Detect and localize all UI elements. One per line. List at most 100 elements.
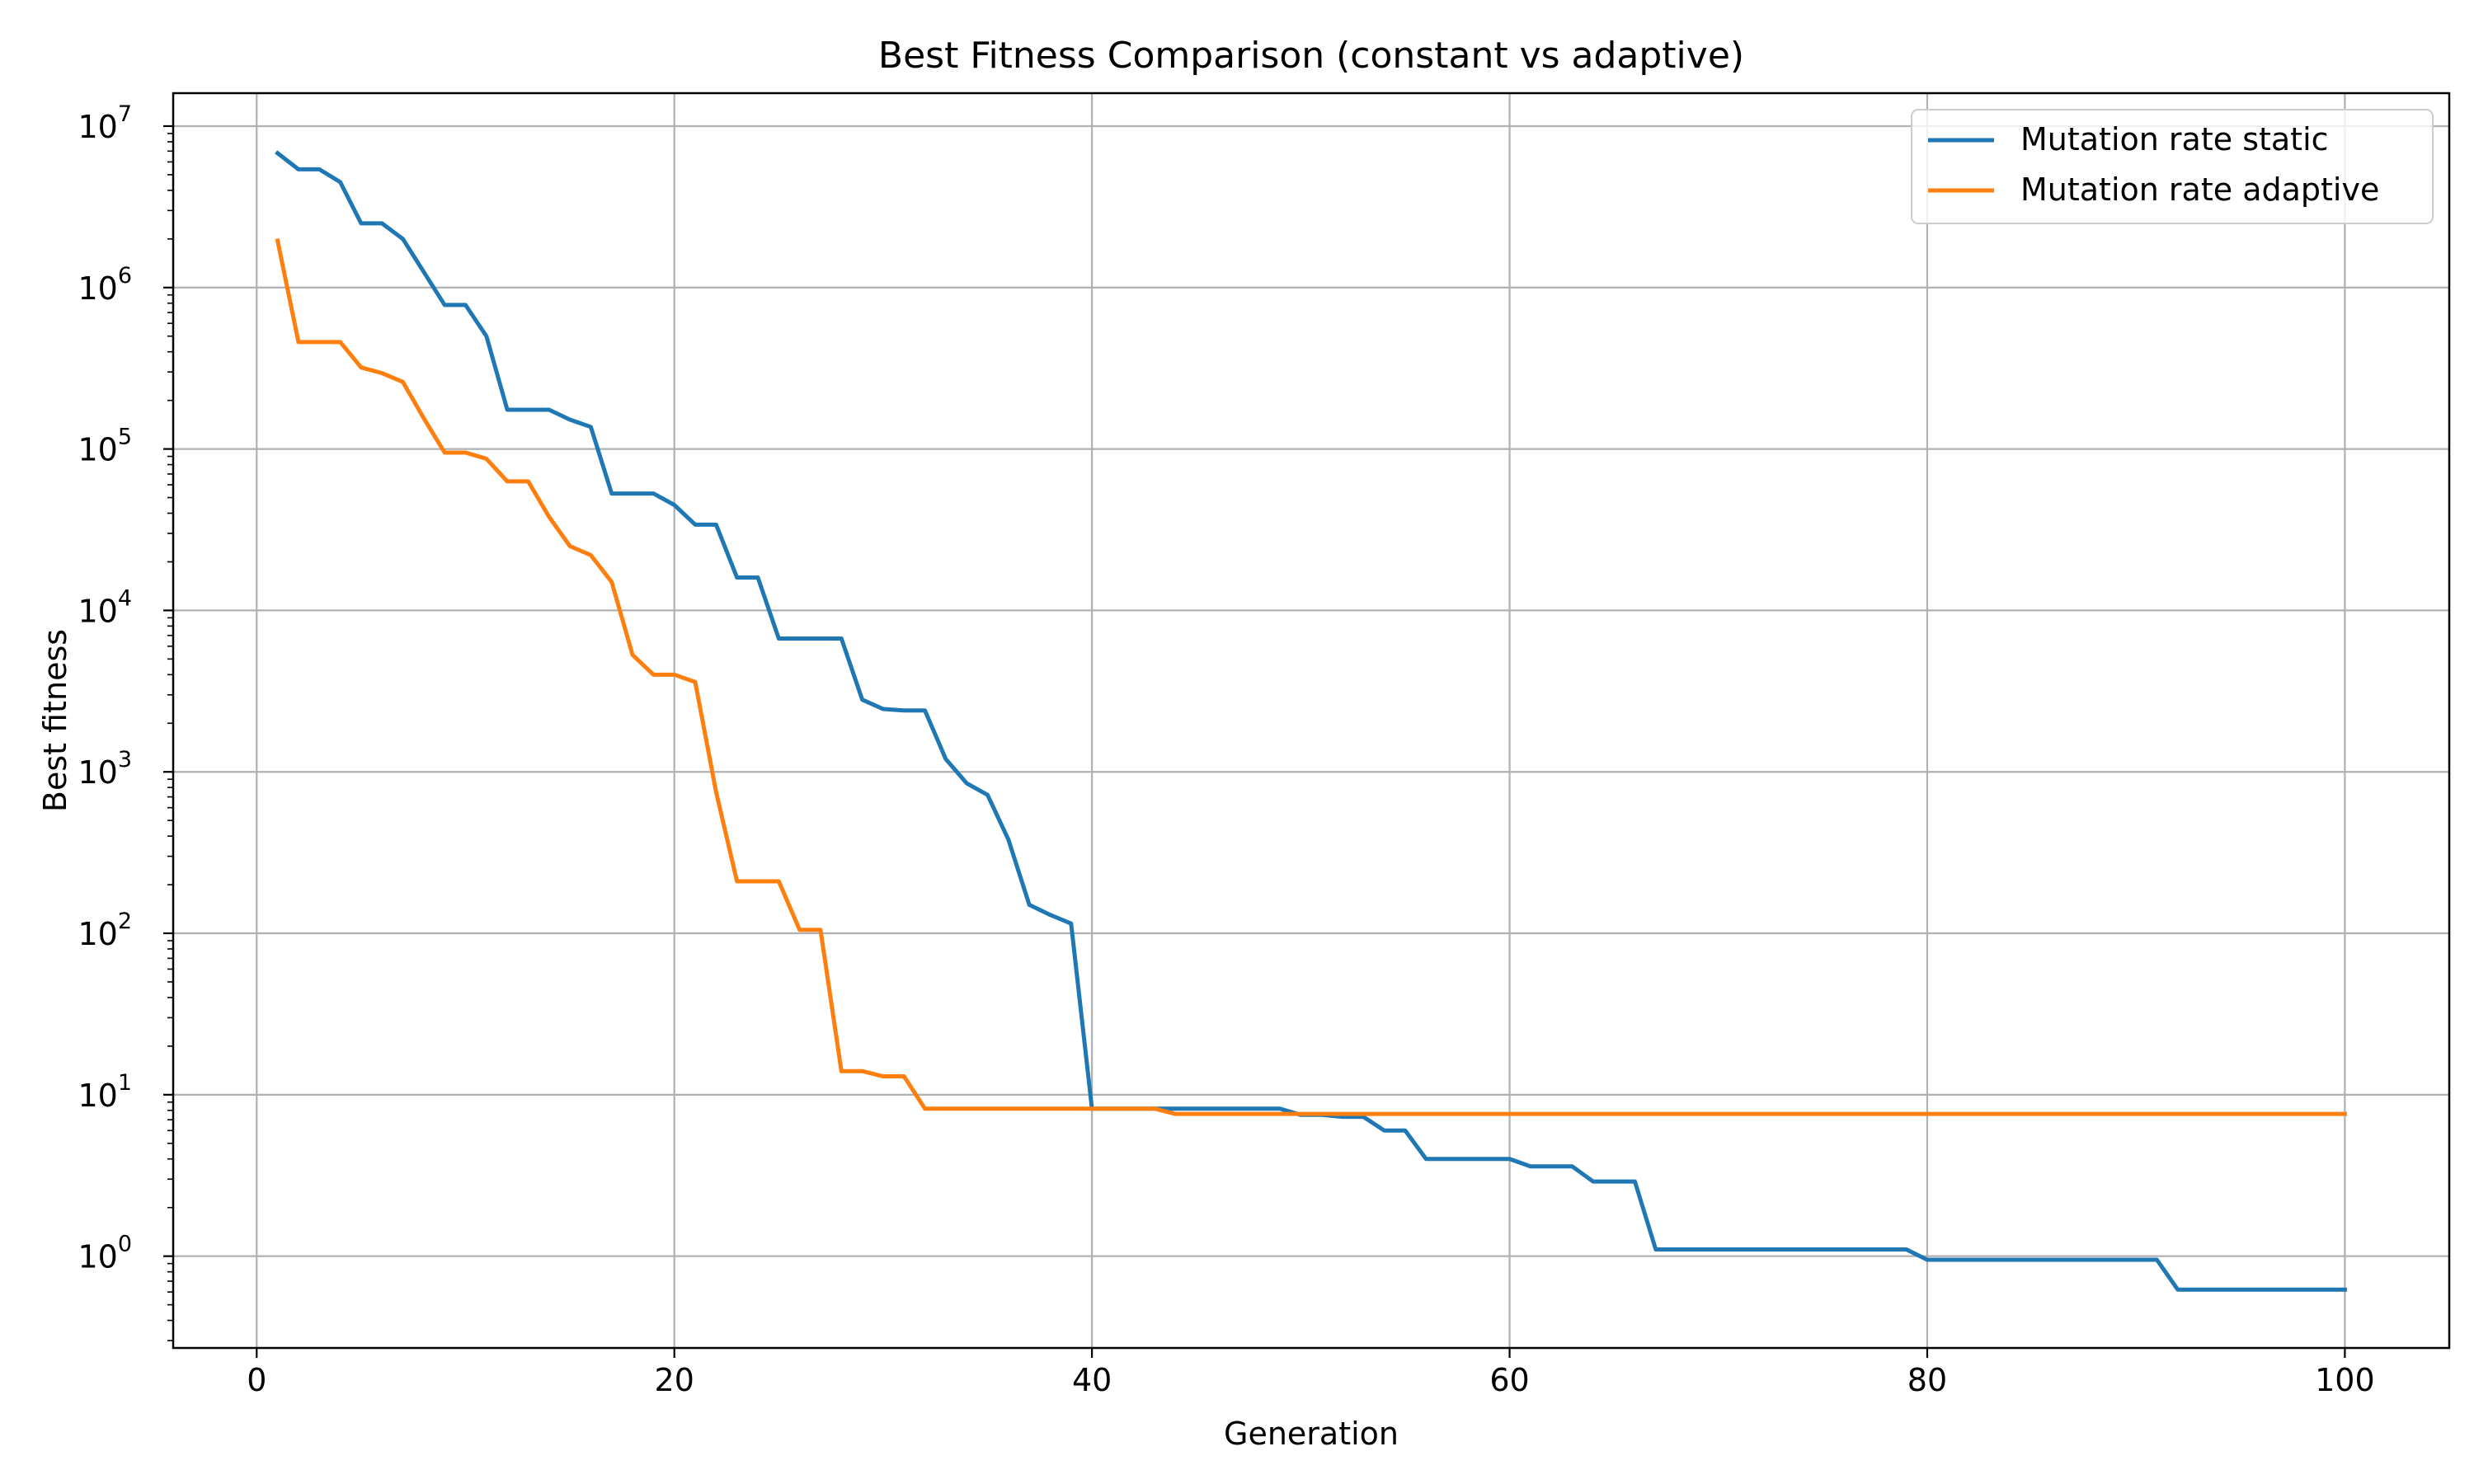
data-point <box>1008 839 1009 840</box>
y-tick-exponent: 4 <box>118 585 132 611</box>
data-point <box>1446 1114 1447 1115</box>
data-point <box>1697 1114 1698 1115</box>
data-point <box>799 638 800 639</box>
data-point <box>1342 1114 1343 1115</box>
y-tick-exponent: 6 <box>118 263 132 289</box>
data-point <box>778 638 779 639</box>
data-point <box>2302 1289 2303 1290</box>
data-point <box>1802 1114 1803 1115</box>
data-point <box>298 169 299 170</box>
data-point <box>1300 1114 1301 1115</box>
data-point <box>1989 1114 1990 1115</box>
data-point <box>1655 1114 1656 1115</box>
data-point <box>1196 1114 1197 1115</box>
data-point <box>862 1071 863 1072</box>
data-point <box>1926 1114 1927 1115</box>
data-point <box>1404 1114 1405 1115</box>
data-point <box>2031 1114 2032 1115</box>
data-point <box>1238 1108 1239 1109</box>
data-point <box>360 367 361 368</box>
data-point <box>987 795 988 796</box>
data-point <box>402 382 403 383</box>
data-point <box>590 555 591 556</box>
data-point <box>1780 1249 1781 1250</box>
data-point <box>1238 1114 1239 1115</box>
data-point <box>548 410 549 411</box>
data-point <box>1572 1166 1573 1167</box>
data-point <box>2302 1114 2303 1115</box>
data-point <box>1614 1114 1615 1115</box>
series-line-mutation-rate-adaptive <box>275 238 2347 1116</box>
data-point <box>757 577 758 578</box>
plot-frame <box>172 92 2451 1350</box>
data-point <box>1718 1114 1719 1115</box>
data-point <box>1196 1108 1197 1109</box>
data-point <box>820 638 821 639</box>
data-point <box>1404 1130 1405 1131</box>
y-tick-exponent: 5 <box>118 425 132 450</box>
data-point <box>2261 1114 2262 1115</box>
series-layer <box>275 150 2347 1292</box>
data-point <box>319 169 320 170</box>
data-point <box>1718 1249 1719 1250</box>
data-point <box>695 524 696 525</box>
data-point <box>1530 1166 1531 1167</box>
data-point <box>1634 1114 1635 1115</box>
data-point <box>2094 1114 2095 1115</box>
data-point <box>2094 1260 2095 1261</box>
y-tick-label: 107 <box>78 101 132 145</box>
data-point <box>1843 1114 1844 1115</box>
data-point <box>1739 1249 1740 1250</box>
y-tick-label: 106 <box>78 263 132 307</box>
data-point <box>423 271 424 272</box>
x-tick-label: 20 <box>655 1362 694 1398</box>
data-point <box>298 341 299 342</box>
data-point <box>1342 1116 1343 1117</box>
x-tick-label: 100 <box>2315 1362 2375 1398</box>
data-point <box>924 1108 925 1109</box>
data-point <box>340 341 341 342</box>
data-point <box>862 699 863 700</box>
data-point <box>2073 1114 2074 1115</box>
data-point <box>1509 1114 1510 1115</box>
data-point <box>841 1071 842 1072</box>
legend: Mutation rate static Mutation rate adapt… <box>1911 109 2434 224</box>
data-point <box>1467 1158 1468 1159</box>
data-point <box>2240 1114 2241 1115</box>
data-point <box>1446 1158 1447 1159</box>
data-point <box>2219 1289 2220 1290</box>
data-point <box>924 710 925 711</box>
data-point <box>1050 914 1051 915</box>
data-point <box>319 341 320 342</box>
data-point <box>1112 1108 1113 1109</box>
y-tick-base: 10 <box>78 1239 117 1275</box>
data-point <box>340 181 341 182</box>
data-point <box>1321 1114 1322 1115</box>
grid <box>173 93 2449 1348</box>
data-point <box>1802 1249 1803 1250</box>
data-point <box>1760 1249 1761 1250</box>
data-point <box>1572 1114 1573 1115</box>
data-point <box>611 581 612 582</box>
data-point <box>1029 1108 1030 1109</box>
data-point <box>1363 1114 1364 1115</box>
data-point <box>736 577 737 578</box>
data-point <box>465 452 466 453</box>
data-point <box>799 929 800 930</box>
data-point <box>1592 1181 1593 1182</box>
data-point <box>1363 1116 1364 1117</box>
data-point <box>1384 1114 1385 1115</box>
data-point <box>1926 1260 1927 1261</box>
data-point <box>1906 1114 1907 1115</box>
data-point <box>2177 1114 2178 1115</box>
data-point <box>2219 1114 2220 1115</box>
data-point <box>1050 1108 1051 1109</box>
data-point <box>1070 923 1071 924</box>
data-point <box>1133 1108 1134 1109</box>
x-tick-label: 80 <box>1907 1362 1947 1398</box>
data-point <box>423 418 424 419</box>
y-tick-base: 10 <box>78 593 117 629</box>
data-point <box>507 410 508 411</box>
